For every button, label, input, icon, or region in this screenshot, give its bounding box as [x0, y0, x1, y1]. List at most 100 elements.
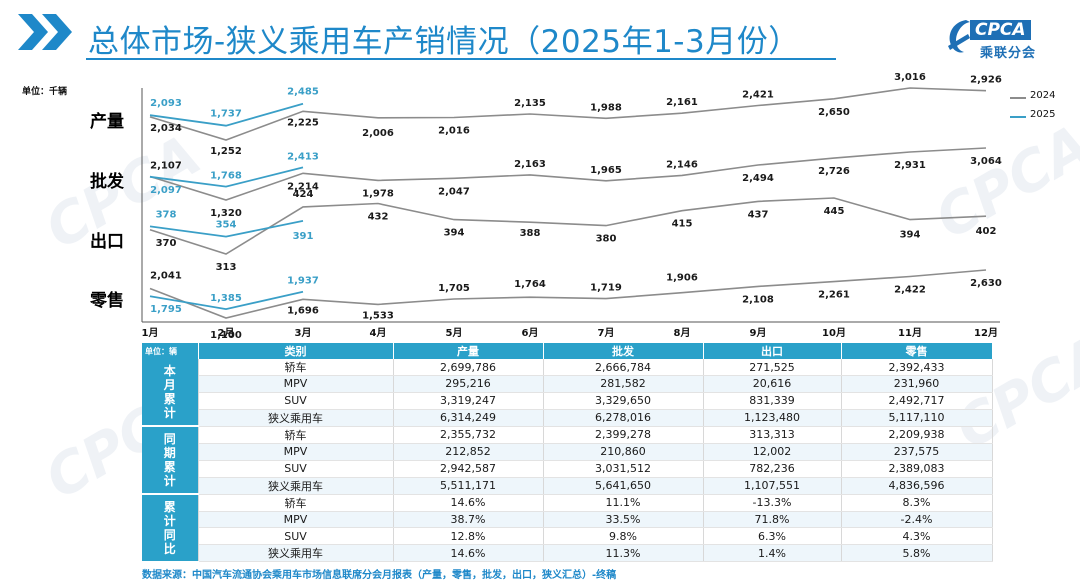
x-tick-label: 3月 [295, 327, 312, 339]
table-value-cell: 2,392,433 [841, 359, 993, 376]
data-label: 378 [156, 209, 177, 220]
x-tick-label: 7月 [598, 327, 615, 339]
x-tick-label: 8月 [674, 327, 691, 339]
data-label: 2,093 [150, 98, 182, 109]
data-label: 2,041 [150, 271, 182, 282]
table-value-cell: 71.8% [703, 511, 842, 529]
logo-sub-text: 乘联分会 [980, 46, 1037, 61]
table-header-cell: 零售 [841, 343, 993, 359]
table-value-cell: 831,339 [703, 392, 842, 410]
table-row: 狭义乘用车 14.6% 11.3% 1.4% 5.8% [142, 544, 993, 563]
table-value-cell: -13.3% [703, 494, 842, 512]
data-label: 1,252 [210, 146, 242, 157]
table-header-cell: 类别 [198, 343, 394, 359]
data-label: 2,485 [287, 87, 319, 98]
data-label: 445 [824, 206, 845, 217]
table-value-cell: 271,525 [703, 359, 842, 376]
cpca-logo-mark-icon [948, 20, 970, 53]
table-value-cell: 3,031,512 [543, 460, 704, 478]
table-row: 本月累计轿车 2,699,786 2,666,784 271,525 2,392,433 [142, 359, 993, 428]
table-value-cell: 11.3% [543, 544, 704, 563]
table-category-cell: MPV [198, 511, 394, 529]
table-value-cell: 38.7% [393, 511, 544, 529]
table-value-cell: 14.6% [393, 494, 544, 512]
table-value-cell: 231,960 [841, 375, 993, 393]
table-row: 狭义乘用车 5,511,171 5,641,650 1,107,551 4,836,59… [142, 477, 993, 495]
table-unit-label: 单位：辆 [142, 343, 199, 359]
table-category-cell: 轿车 [198, 494, 394, 512]
data-label: 1,764 [514, 279, 546, 290]
data-label: 2,016 [438, 126, 470, 137]
table-value-cell: 12.8% [393, 527, 544, 546]
table-value-cell: 8.3% [841, 494, 993, 512]
x-tick-label: 4月 [370, 327, 387, 339]
table-value-cell: 2,389,083 [841, 460, 993, 478]
table-value-cell: 12,002 [703, 443, 842, 461]
data-label: 394 [900, 230, 921, 241]
data-label: 2,225 [287, 117, 319, 128]
table-value-cell: 4,836,596 [841, 477, 993, 495]
data-label: 1,795 [150, 304, 182, 315]
series-line-2025-3 [149, 290, 304, 311]
table-value-cell: 6.3% [703, 527, 842, 546]
table-value-cell: -2.4% [841, 511, 993, 529]
data-label: 2,047 [438, 186, 470, 197]
table-value-cell: 2,942,587 [393, 460, 544, 478]
table-row: MPV 295,216 281,582 20,616 231,960 [142, 375, 993, 393]
table-value-cell: 237,575 [841, 443, 993, 461]
data-label: 2,931 [894, 160, 926, 171]
table-row: SUV 2,942,587 3,031,512 782,236 2,389,083 [142, 460, 993, 478]
data-label: 2,494 [742, 173, 774, 184]
table-row: SUV 3,319,247 3,329,650 831,339 2,492,717 [142, 392, 993, 410]
data-label: 1,768 [210, 171, 242, 182]
table-value-cell: 3,329,650 [543, 392, 704, 410]
table-value-cell: 33.5% [543, 511, 704, 529]
table-value-cell: 3,319,247 [393, 392, 544, 410]
table-value-cell: 1,123,480 [703, 409, 842, 427]
series-line-2024-0 [149, 87, 987, 141]
table-value-cell: 782,236 [703, 460, 842, 478]
data-label: 415 [672, 219, 693, 230]
data-label: 1,965 [590, 165, 622, 176]
table-category-cell: 轿车 [198, 359, 394, 376]
table-group-label: 累计同比 [142, 494, 199, 563]
table-value-cell: 5.8% [841, 544, 993, 563]
table-value-cell: 2,355,732 [393, 426, 544, 444]
table-category-cell: SUV [198, 392, 394, 410]
x-tick-label: 5月 [446, 327, 463, 339]
data-label: 2,726 [818, 166, 850, 177]
table-row: SUV 12.8% 9.8% 6.3% 4.3% [142, 527, 993, 546]
data-label: 394 [444, 228, 465, 239]
data-label: 3,064 [970, 156, 1002, 167]
data-label: 1,937 [287, 276, 319, 287]
unit-label: 单位：千辆 [22, 87, 68, 97]
line-chart: 1月 2月 3月 4月 5月 6月 7月 8月 9月 10月 11月 12月 2,034 1,252 2,2… [141, 72, 1002, 341]
data-label: 313 [216, 262, 237, 273]
data-label: 354 [216, 220, 237, 231]
table-category-cell: 轿车 [198, 426, 394, 444]
table-header-cell: 产量 [393, 343, 544, 359]
data-label: 391 [293, 231, 314, 242]
data-label: 1,988 [590, 102, 622, 113]
table-value-cell: 1.4% [703, 544, 842, 563]
legend-swatch-2024 [1010, 97, 1026, 99]
table-category-cell: SUV [198, 527, 394, 546]
legend-swatch-2025 [1010, 116, 1026, 118]
table-value-cell: 5,117,110 [841, 409, 993, 427]
data-label: 2,163 [514, 159, 546, 170]
table-value-cell: 5,641,650 [543, 477, 704, 495]
table-row: MPV 212,852 210,860 12,002 237,575 [142, 443, 993, 461]
table-row: MPV 38.7% 33.5% 71.8% -2.4% [142, 511, 993, 529]
x-tick-label: 10月 [822, 327, 846, 339]
data-label: 1,533 [362, 310, 394, 321]
table-value-cell: 20,616 [703, 375, 842, 393]
table-category-cell: MPV [198, 443, 394, 461]
table-category-cell: SUV [198, 460, 394, 478]
data-label: 2,413 [287, 151, 319, 162]
data-label: 424 [293, 189, 314, 200]
data-label: 2,107 [150, 161, 182, 172]
table-group-label: 本月累计 [142, 359, 199, 428]
table-value-cell: 6,314,249 [393, 409, 544, 427]
table-category-cell: MPV [198, 375, 394, 393]
table-value-cell: 2,666,784 [543, 359, 704, 376]
